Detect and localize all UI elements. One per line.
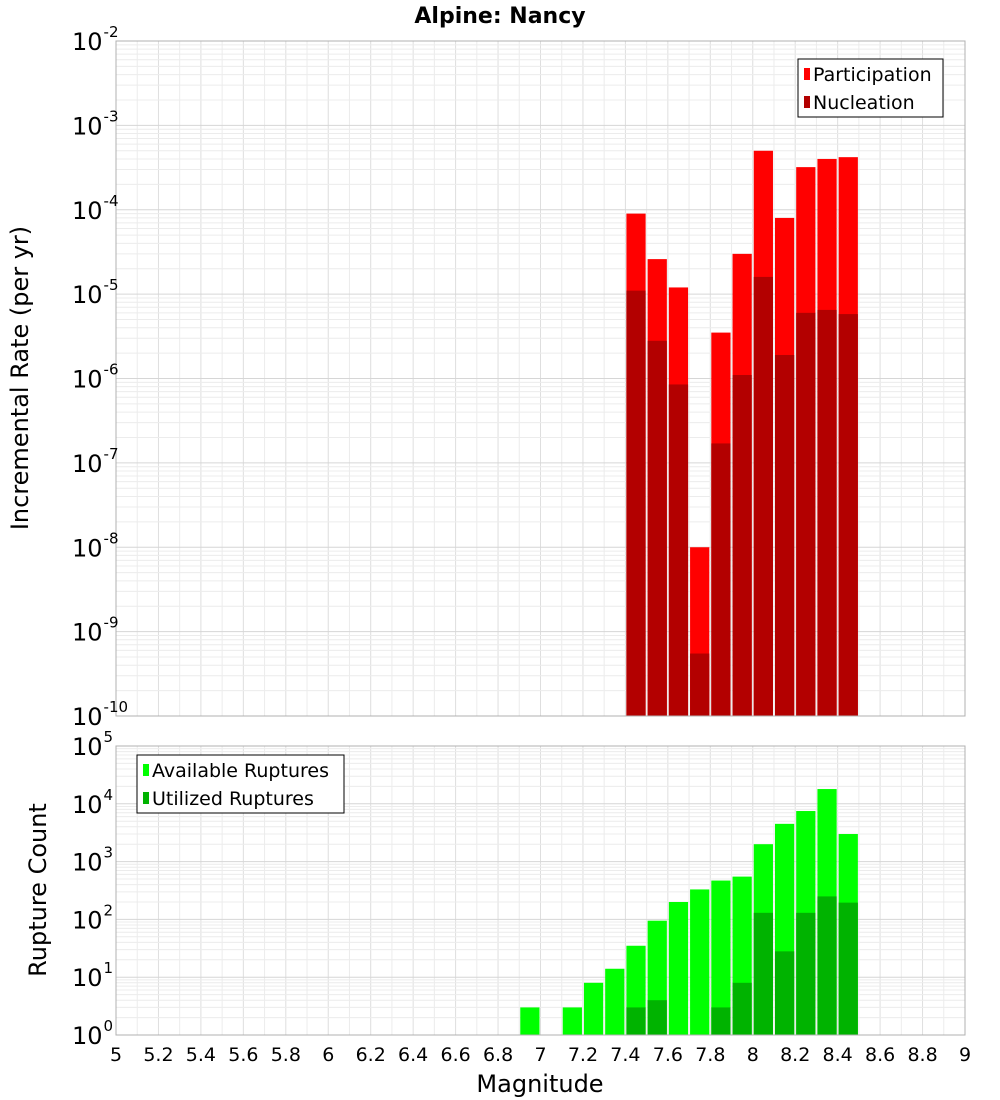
bar (583, 982, 604, 1035)
y-tick-label: 10-6 (72, 361, 119, 394)
legend-swatch (804, 68, 810, 80)
y-tick-label: 105 (72, 728, 113, 761)
bar (668, 902, 689, 1035)
x-tick-label: 7.6 (653, 1044, 683, 1066)
legend-swatch (804, 96, 810, 108)
x-tick-label: 5.2 (143, 1044, 173, 1066)
y-tick-label: 10-3 (72, 107, 119, 140)
x-tick-label: 5.6 (228, 1044, 258, 1066)
bar (774, 951, 795, 1035)
bar (753, 912, 773, 1035)
bar (668, 384, 689, 716)
bar (711, 1007, 731, 1035)
y-tick-labels: 100 101 102 103 104 105 (72, 728, 113, 1050)
x-tick-label: 7.4 (610, 1044, 640, 1066)
y-tick-label: 104 (72, 786, 113, 819)
top-y-axis-title: Incremental Rate (per yr) (6, 226, 34, 530)
bar (796, 912, 816, 1035)
x-tick-label: 6.6 (440, 1044, 470, 1066)
x-tick-label: 7 (534, 1044, 546, 1066)
bar (711, 443, 731, 716)
legend-box (136, 754, 345, 814)
bar (520, 1007, 540, 1035)
bottom-y-axis-title: Rupture Count (24, 803, 52, 977)
bar (690, 889, 710, 1035)
bar (562, 1007, 582, 1035)
chart-title: Alpine: Nancy (414, 4, 585, 29)
x-tick-labels: 5 5.2 5.4 5.6 5.8 6 6.2 6.4 6.6 6.8 7 7.2 7.4 7.6 7.8 8… (110, 1044, 971, 1066)
bar (690, 653, 710, 716)
bar (817, 309, 837, 716)
y-tick-label: 103 (72, 844, 113, 877)
y-tick-label: 10-9 (72, 614, 119, 647)
bar (626, 290, 646, 716)
bar (796, 312, 816, 716)
bar (605, 968, 625, 1035)
y-tick-label: 10-5 (72, 276, 119, 309)
bar (647, 1000, 667, 1035)
series-utilized-ruptures (626, 896, 858, 1035)
bar (732, 982, 752, 1035)
bar (626, 1007, 646, 1035)
bar (711, 880, 731, 1035)
legend: Available Ruptures Utilized Ruptures (136, 754, 345, 814)
bar (732, 375, 752, 716)
series-nucleation (626, 276, 858, 716)
y-tick-labels: 10-10 10-9 10-8 10-7 10-6 10-5 10-4 10-3 10-2 (72, 23, 128, 731)
legend-label: Participation (813, 64, 932, 86)
legend-label: Available Ruptures (152, 760, 329, 782)
x-tick-label: 8.4 (823, 1044, 853, 1066)
x-tick-label: 8.8 (907, 1044, 937, 1066)
x-tick-label: 6.2 (356, 1044, 386, 1066)
legend-box (797, 58, 944, 118)
plot-border (115, 745, 966, 1036)
y-tick-label: 10-10 (72, 698, 128, 731)
x-tick-label: 5 (110, 1044, 122, 1066)
plot-border (115, 40, 966, 717)
bar (817, 896, 837, 1035)
x-tick-label: 7.8 (695, 1044, 725, 1066)
x-tick-label: 6 (322, 1044, 334, 1066)
bar (753, 276, 773, 716)
bottom-panel-rupture-counts: 100 101 102 103 104 105 5 5.2 5.4 5.6 5.8 6 6.2 6.4 6.… (72, 728, 971, 1066)
x-tick-label: 8.2 (780, 1044, 810, 1066)
legend-swatch (143, 764, 149, 776)
legend-swatch (143, 792, 149, 804)
top-panel-rates: 10-10 10-9 10-8 10-7 10-6 10-5 10-4 10-3 10-2 Par… (72, 23, 966, 731)
x-axis-title: Magnitude (476, 1070, 603, 1098)
bar (774, 354, 795, 716)
y-tick-label: 10-7 (72, 445, 119, 478)
x-tick-label: 5.4 (186, 1044, 216, 1066)
legend-label: Utilized Ruptures (152, 788, 314, 810)
y-tick-label: 10-2 (72, 23, 119, 56)
x-tick-label: 7.2 (568, 1044, 598, 1066)
x-tick-label: 6.4 (398, 1044, 428, 1066)
bar (838, 314, 858, 716)
y-tick-label: 100 (72, 1017, 113, 1050)
grid (115, 41, 966, 717)
y-tick-label: 101 (72, 959, 113, 992)
y-tick-label: 102 (72, 901, 113, 934)
bar (647, 340, 667, 716)
x-tick-label: 9 (959, 1044, 971, 1066)
x-tick-label: 6.8 (483, 1044, 513, 1066)
x-tick-label: 5.8 (271, 1044, 301, 1066)
y-tick-label: 10-8 (72, 529, 119, 562)
y-tick-label: 10-4 (72, 192, 119, 225)
bar (838, 902, 858, 1035)
legend-label: Nucleation (813, 92, 915, 114)
legend: Participation Nucleation (797, 58, 944, 118)
x-tick-label: 8 (747, 1044, 759, 1066)
x-tick-label: 8.6 (865, 1044, 895, 1066)
